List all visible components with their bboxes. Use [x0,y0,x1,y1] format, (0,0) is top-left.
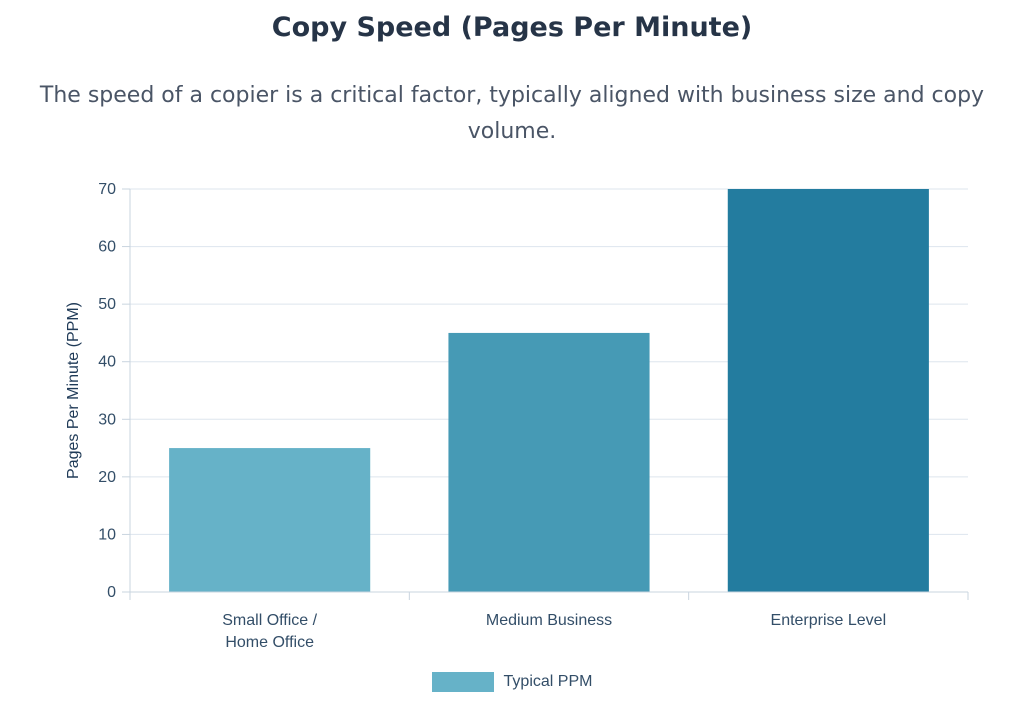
y-tick-label: 60 [98,239,116,256]
y-tick-label: 20 [98,469,116,486]
legend[interactable]: Typical PPM [0,672,1024,692]
x-tick-label: Enterprise Level [771,612,887,629]
axes [122,188,969,600]
y-tick-label: 30 [98,411,116,428]
y-tick-label: 50 [98,296,116,313]
bar[interactable] [448,332,650,592]
bar[interactable] [727,189,929,592]
tick-labels: 0 10 20 30 40 50 60 70 Small Office / Home Office… [65,181,886,651]
y-tick-label: 0 [107,584,116,601]
legend-label: Typical PPM [503,673,593,690]
bars [169,189,929,592]
y-axis-title: Pages Per Minute (PPM) [65,302,82,479]
y-tick-label: 10 [98,526,116,543]
bar[interactable] [169,448,371,592]
legend-swatch [431,672,494,692]
chart-subtitle: The speed of a copier is a critical fact… [39,83,985,144]
chart-title: Copy Speed (Pages Per Minute) [271,12,753,43]
y-tick-label: 40 [98,354,116,371]
x-tick-label: Home Office [225,634,314,651]
x-tick-label: Medium Business [486,612,612,629]
y-tick-label: 70 [98,181,116,198]
x-tick-label: Small Office / [222,612,317,629]
